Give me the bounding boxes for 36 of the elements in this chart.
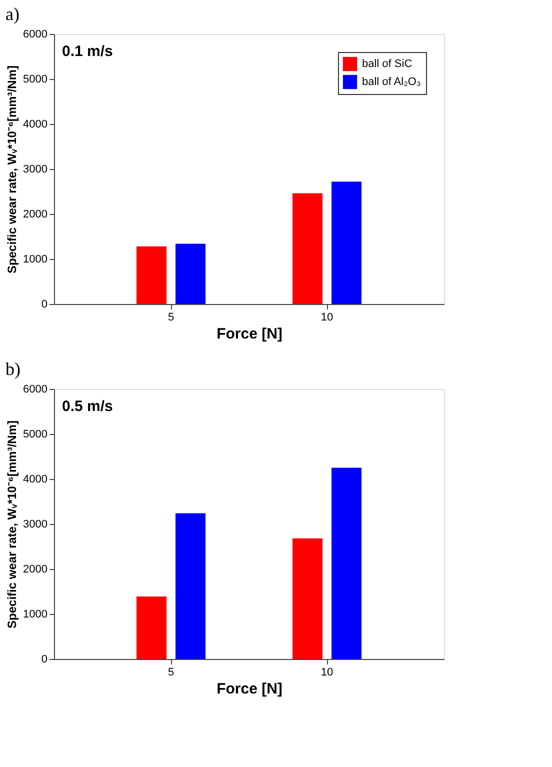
y-tick-label: 3000 <box>23 518 48 530</box>
bar <box>292 193 322 304</box>
bar <box>332 468 362 659</box>
y-tick-label: 4000 <box>23 474 48 486</box>
bar <box>176 513 206 659</box>
x-tick-label: 10 <box>320 312 334 324</box>
annotation: 0.1 m/s <box>62 43 113 60</box>
bar <box>332 182 362 304</box>
annotation: 0.5 m/s <box>62 398 113 415</box>
y-tick-label: 2000 <box>23 208 48 220</box>
y-tick-label: 2000 <box>23 564 48 576</box>
x-axis-title: Force [N] <box>216 680 282 698</box>
bar <box>176 244 206 304</box>
y-tick-label: 0 <box>41 654 48 666</box>
legend-label: ball of SiC <box>362 58 412 70</box>
y-tick-label: 5000 <box>23 428 48 440</box>
x-tick-label: 10 <box>320 666 334 678</box>
chart-title: b) <box>6 359 21 379</box>
y-tick-label: 5000 <box>23 74 48 86</box>
y-tick-label: 6000 <box>23 384 48 396</box>
y-axis-title: Specific wear rate, Wᵥ*10⁻⁶[mm³/Nm] <box>5 420 20 628</box>
x-tick-label: 5 <box>168 312 174 324</box>
x-axis-title: Force [N] <box>216 326 282 342</box>
bar <box>136 246 166 304</box>
chart-title: a) <box>6 4 20 24</box>
y-tick-label: 4000 <box>23 118 48 130</box>
y-tick-label: 6000 <box>23 28 48 40</box>
y-tick-label: 1000 <box>23 608 48 620</box>
bar <box>136 596 166 659</box>
y-tick-label: 3000 <box>23 164 48 176</box>
legend-label: ball of Al₂O₃ <box>362 76 421 88</box>
y-tick-label: 1000 <box>23 254 48 266</box>
x-tick-label: 5 <box>168 666 174 678</box>
y-axis-title: Specific wear rate, Wᵥ*10⁻⁶[mm³/Nm] <box>5 66 20 274</box>
y-tick-label: 0 <box>41 298 48 310</box>
bar <box>292 538 322 659</box>
